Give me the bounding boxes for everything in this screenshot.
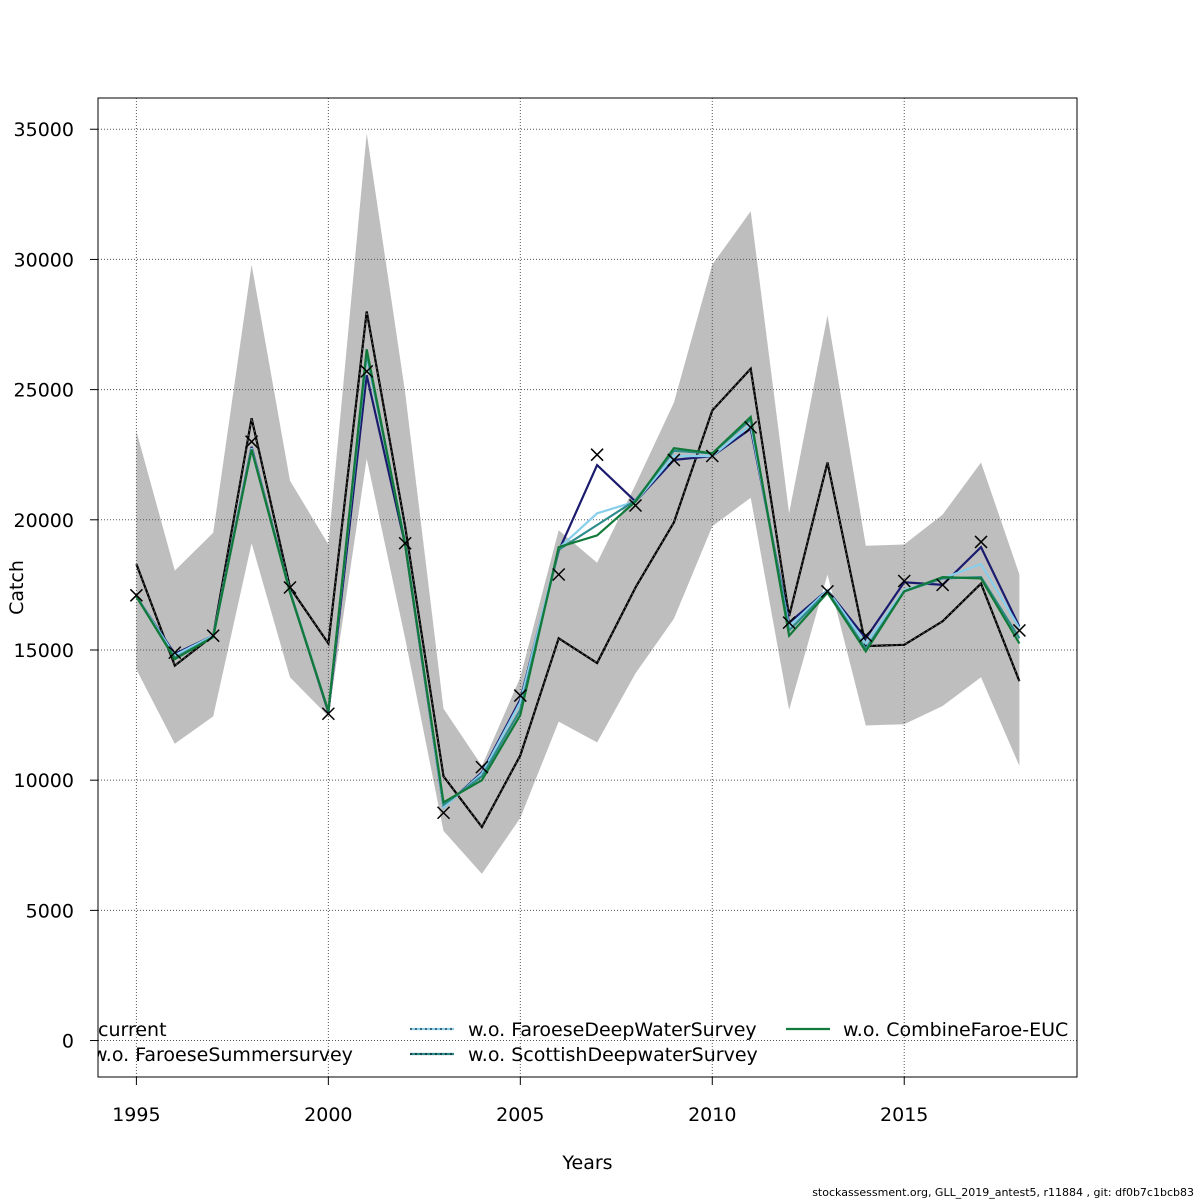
x-tick-label: 1995 xyxy=(112,1104,160,1126)
y-tick-label: 15000 xyxy=(14,640,74,662)
observed-point xyxy=(1012,623,1026,637)
legend: current w.o. FaroeseSummersurvey w.o. Faro… xyxy=(92,1019,1068,1066)
observed-point xyxy=(513,689,527,703)
observed-point xyxy=(936,578,950,592)
observed-point xyxy=(206,629,220,643)
confidence-band xyxy=(136,133,1020,874)
y-tick-label: 25000 xyxy=(14,380,74,402)
y-tick-label: 35000 xyxy=(14,119,74,141)
y-tick-label: 0 xyxy=(62,1031,74,1053)
observed-markers-layer xyxy=(129,364,1026,820)
legend-label: current xyxy=(98,1019,167,1041)
observed-point xyxy=(859,629,873,643)
observed-point xyxy=(782,616,796,630)
x-tick-label: 2010 xyxy=(688,1104,736,1126)
series-line-4 xyxy=(135,349,1021,805)
observed-point xyxy=(436,806,451,820)
x-axis: 1995 2000 2005 2010 2015 xyxy=(112,1076,928,1126)
legend-label: w.o. CombineFaroe-EUC xyxy=(843,1019,1068,1041)
observed-point xyxy=(129,588,143,602)
legend-label: w.o. ScottishDeepwaterSurvey xyxy=(468,1044,758,1066)
observed-point xyxy=(897,574,911,588)
y-axis-title: Catch xyxy=(6,560,28,615)
x-tick-label: 2005 xyxy=(496,1104,544,1126)
observed-point xyxy=(820,584,834,598)
series-lines-layer xyxy=(135,311,1021,830)
legend-label: w.o. FaroeseSummersurvey xyxy=(92,1044,353,1066)
x-tick-label: 2000 xyxy=(304,1104,352,1126)
legend-entry-4: w.o. CombineFaroe-EUC xyxy=(786,1019,1068,1041)
series-line-0-overlay xyxy=(136,311,1020,828)
observed-point xyxy=(168,646,182,660)
observed-point xyxy=(590,448,604,462)
y-tick-label: 30000 xyxy=(14,249,74,271)
legend-label: w.o. FaroeseDeepWaterSurvey xyxy=(468,1019,757,1041)
observed-point xyxy=(360,364,374,378)
grid-layer xyxy=(98,98,1077,1077)
x-axis-title: Years xyxy=(561,1152,612,1174)
observed-point xyxy=(744,420,758,434)
legend-entry-1: w.o. FaroeseSummersurvey xyxy=(92,1044,353,1066)
confidence-band-layer xyxy=(136,133,1020,874)
legend-entry-3: w.o. ScottishDeepwaterSurvey xyxy=(410,1044,758,1066)
observed-point xyxy=(974,535,988,549)
legend-entry-0: current xyxy=(98,1019,167,1041)
observed-point xyxy=(667,453,681,467)
observed-point xyxy=(398,536,412,550)
footer-credit: stockassessment.org, GLL_2019_antest5, r… xyxy=(812,1186,1194,1199)
y-tick-label: 20000 xyxy=(14,510,74,532)
observed-point xyxy=(283,580,297,595)
observed-point xyxy=(321,707,335,721)
observed-point xyxy=(705,449,719,463)
y-axis: 0 5000 10000 15000 20000 25000 30000 35000 xyxy=(14,119,98,1053)
x-tick-label: 2015 xyxy=(880,1104,928,1126)
observed-point xyxy=(245,435,259,449)
observed-point xyxy=(552,567,566,582)
observed-point xyxy=(475,760,489,774)
y-tick-label: 10000 xyxy=(14,770,74,792)
y-tick-label: 5000 xyxy=(26,900,74,922)
observed-point xyxy=(628,498,643,513)
legend-entry-2: w.o. FaroeseDeepWaterSurvey xyxy=(410,1019,757,1041)
